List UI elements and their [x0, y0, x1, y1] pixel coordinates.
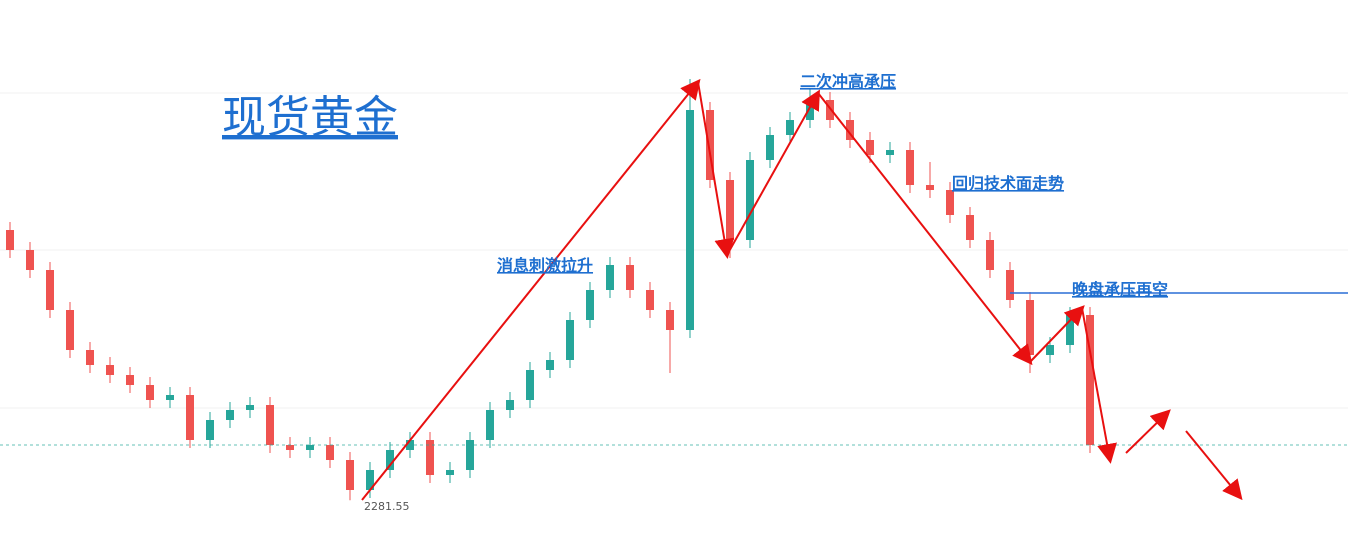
candle-body	[186, 395, 194, 440]
candle-body	[1006, 270, 1014, 300]
candle-body	[346, 460, 354, 490]
candle-body	[786, 120, 794, 135]
candle-body	[706, 110, 714, 180]
candle-body	[226, 410, 234, 420]
candle-body	[526, 370, 534, 400]
candle-body	[826, 100, 834, 120]
trend-arrows	[361, 78, 1243, 501]
candle-body	[686, 110, 694, 330]
annotation: 消息刺激拉升	[497, 256, 593, 275]
candle-body	[606, 265, 614, 290]
low-label: 2281.55	[364, 500, 410, 513]
candle-body	[906, 150, 914, 185]
candle-body	[266, 405, 274, 445]
candle-body	[866, 140, 874, 155]
candle-body	[306, 445, 314, 450]
candle-body	[106, 365, 114, 375]
annotation: 回归技术面走势	[952, 174, 1064, 193]
candle-body	[766, 135, 774, 160]
candle-body	[486, 410, 494, 440]
candle-body	[746, 160, 754, 240]
candle-body	[566, 320, 574, 360]
candle-body	[66, 310, 74, 350]
candle-body	[26, 250, 34, 270]
candle-body	[986, 240, 994, 270]
candle-body	[426, 440, 434, 475]
candle-body	[146, 385, 154, 400]
candle-body	[446, 470, 454, 475]
candle-body	[546, 360, 554, 370]
candle-body	[1026, 300, 1034, 355]
candle-body	[206, 420, 214, 440]
candle-body	[366, 470, 374, 490]
candle-body	[726, 180, 734, 240]
candle-body	[946, 190, 954, 215]
candle-body	[1046, 345, 1054, 355]
candle-body	[1086, 315, 1094, 445]
candle-body	[646, 290, 654, 310]
candle-body	[626, 265, 634, 290]
candle-body	[666, 310, 674, 330]
candle-body	[86, 350, 94, 365]
candle-body	[166, 395, 174, 400]
candle-body	[6, 230, 14, 250]
candle-body	[126, 375, 134, 385]
candle-body	[1066, 315, 1074, 345]
candle-body	[886, 150, 894, 155]
annotation: 二次冲高承压	[800, 72, 896, 91]
chart-title: 现货黄金	[222, 92, 398, 143]
candle-body	[506, 400, 514, 410]
candle-body	[46, 270, 54, 310]
candle-body	[326, 445, 334, 460]
candle-body	[846, 120, 854, 140]
candle-body	[386, 450, 394, 470]
background-grid	[0, 92, 1348, 409]
candle-body	[286, 445, 294, 450]
candles	[0, 79, 1348, 501]
candle-body	[466, 440, 474, 470]
candle-body	[926, 185, 934, 190]
candle-body	[246, 405, 254, 410]
candle-body	[966, 215, 974, 240]
candle-body	[586, 290, 594, 320]
annotation: 晚盘承压再空	[1072, 280, 1168, 299]
